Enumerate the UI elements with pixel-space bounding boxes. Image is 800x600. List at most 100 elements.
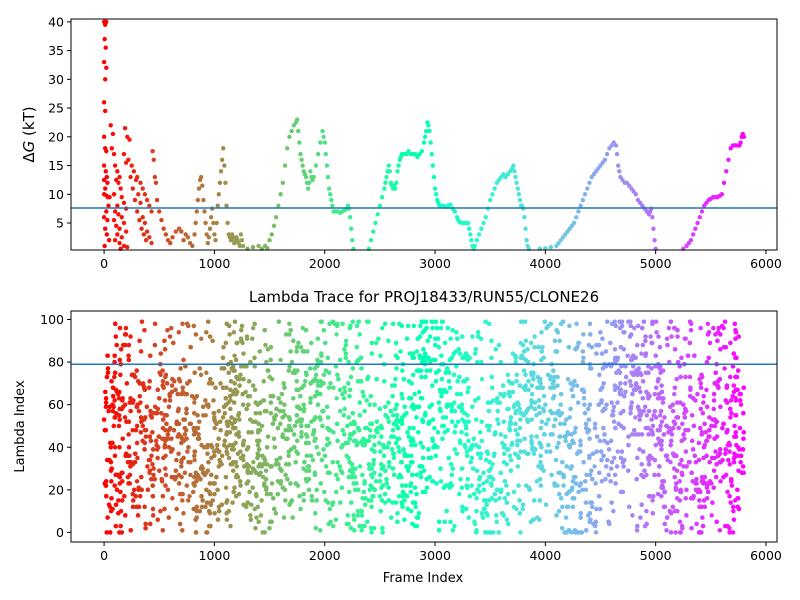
delta-g-point xyxy=(386,163,391,168)
delta-g-point xyxy=(738,140,743,145)
lambda-point xyxy=(416,430,421,435)
lambda-point xyxy=(342,385,347,390)
lambda-point xyxy=(204,370,209,375)
delta-g-point xyxy=(149,209,154,214)
lambda-point xyxy=(626,434,631,439)
lambda-point xyxy=(394,413,400,418)
lambda-point xyxy=(126,342,132,348)
delta-g-point xyxy=(323,151,329,157)
lambda-point xyxy=(459,430,464,435)
lambda-point xyxy=(598,506,603,512)
lambda-point xyxy=(704,404,710,410)
delta-g-point xyxy=(721,180,727,185)
lambda-point xyxy=(150,506,156,512)
lambda-point xyxy=(659,419,665,424)
lambda-point xyxy=(683,408,688,414)
lambda-point xyxy=(297,417,303,422)
lambda-point xyxy=(711,468,717,473)
lambda-point xyxy=(363,502,368,507)
lambda-point xyxy=(549,410,555,416)
lambda-point xyxy=(438,325,444,331)
delta-g-point xyxy=(157,209,162,214)
lambda-point xyxy=(400,396,405,401)
delta-g-point xyxy=(138,180,143,185)
x-tick-label: 1000 xyxy=(199,256,231,271)
delta-g-point xyxy=(613,143,619,148)
delta-g-point xyxy=(472,243,477,249)
lambda-point xyxy=(281,515,287,520)
lambda-point xyxy=(709,455,715,461)
lambda-point xyxy=(360,389,365,395)
delta-g-point xyxy=(161,226,166,231)
delta-g-point xyxy=(429,151,434,157)
delta-g-point xyxy=(580,197,586,203)
delta-g-point xyxy=(250,244,256,250)
lambda-point xyxy=(587,511,593,516)
lambda-point xyxy=(590,451,596,456)
lambda-point xyxy=(380,525,385,531)
lambda-point xyxy=(540,344,545,350)
lambda-point xyxy=(672,347,678,352)
delta-g-point xyxy=(282,163,288,168)
lambda-point xyxy=(695,391,700,397)
delta-g-point xyxy=(394,180,399,185)
lambda-point xyxy=(299,430,304,435)
lambda-point xyxy=(105,370,111,375)
delta-g-point xyxy=(144,229,150,234)
delta-g-point xyxy=(384,174,389,180)
lambda-point xyxy=(579,530,585,535)
lambda-point xyxy=(286,453,291,458)
delta-g-axes-frame xyxy=(70,18,778,251)
lambda-point xyxy=(536,344,541,350)
lambda-point xyxy=(303,379,308,384)
lambda-point xyxy=(236,413,241,418)
lambda-point xyxy=(197,366,202,371)
delta-g-point xyxy=(280,180,285,185)
delta-g-point xyxy=(122,125,128,131)
x-tick-label: 0 xyxy=(100,256,108,271)
lambda-point xyxy=(664,336,670,341)
lambda-point xyxy=(532,334,537,339)
delta-g-point xyxy=(688,238,694,243)
lambda-point xyxy=(546,417,551,422)
lambda-point xyxy=(426,355,431,361)
delta-g-point xyxy=(328,192,333,197)
lambda-point xyxy=(307,366,313,371)
delta-g-point xyxy=(490,192,495,197)
lambda-point xyxy=(262,481,267,486)
delta-g-point xyxy=(469,238,474,243)
delta-g-point xyxy=(511,163,516,168)
lambda-point xyxy=(628,410,633,416)
lambda-point xyxy=(644,413,650,418)
lambda-point xyxy=(402,498,407,503)
lambda-point xyxy=(176,330,182,335)
delta-g-point xyxy=(181,238,186,243)
lambda-point xyxy=(552,374,557,380)
lambda-point xyxy=(313,372,319,378)
lambda-point xyxy=(118,489,123,495)
lambda-point xyxy=(592,464,597,469)
lambda-point xyxy=(152,476,157,482)
lambda-point xyxy=(609,400,614,405)
lambda-point xyxy=(522,319,528,324)
lambda-points xyxy=(101,319,746,535)
delta-g-point xyxy=(238,232,244,237)
lambda-point xyxy=(345,423,350,429)
lambda-point xyxy=(368,393,374,399)
delta-g-point xyxy=(313,163,319,168)
lambda-point xyxy=(603,349,609,354)
delta-g-point xyxy=(379,194,385,200)
lambda-point xyxy=(570,496,575,501)
lambda-point xyxy=(306,468,312,473)
lambda-point xyxy=(192,457,197,463)
delta-g-point xyxy=(325,174,331,180)
lambda-point xyxy=(342,432,347,437)
lambda-point xyxy=(658,423,663,429)
lambda-point xyxy=(131,487,137,493)
lambda-point xyxy=(192,453,197,458)
delta-g-point xyxy=(159,217,164,223)
lambda-point xyxy=(325,415,331,420)
delta-g-point xyxy=(305,186,311,191)
delta-g-point xyxy=(287,134,292,139)
lambda-point xyxy=(187,494,192,499)
